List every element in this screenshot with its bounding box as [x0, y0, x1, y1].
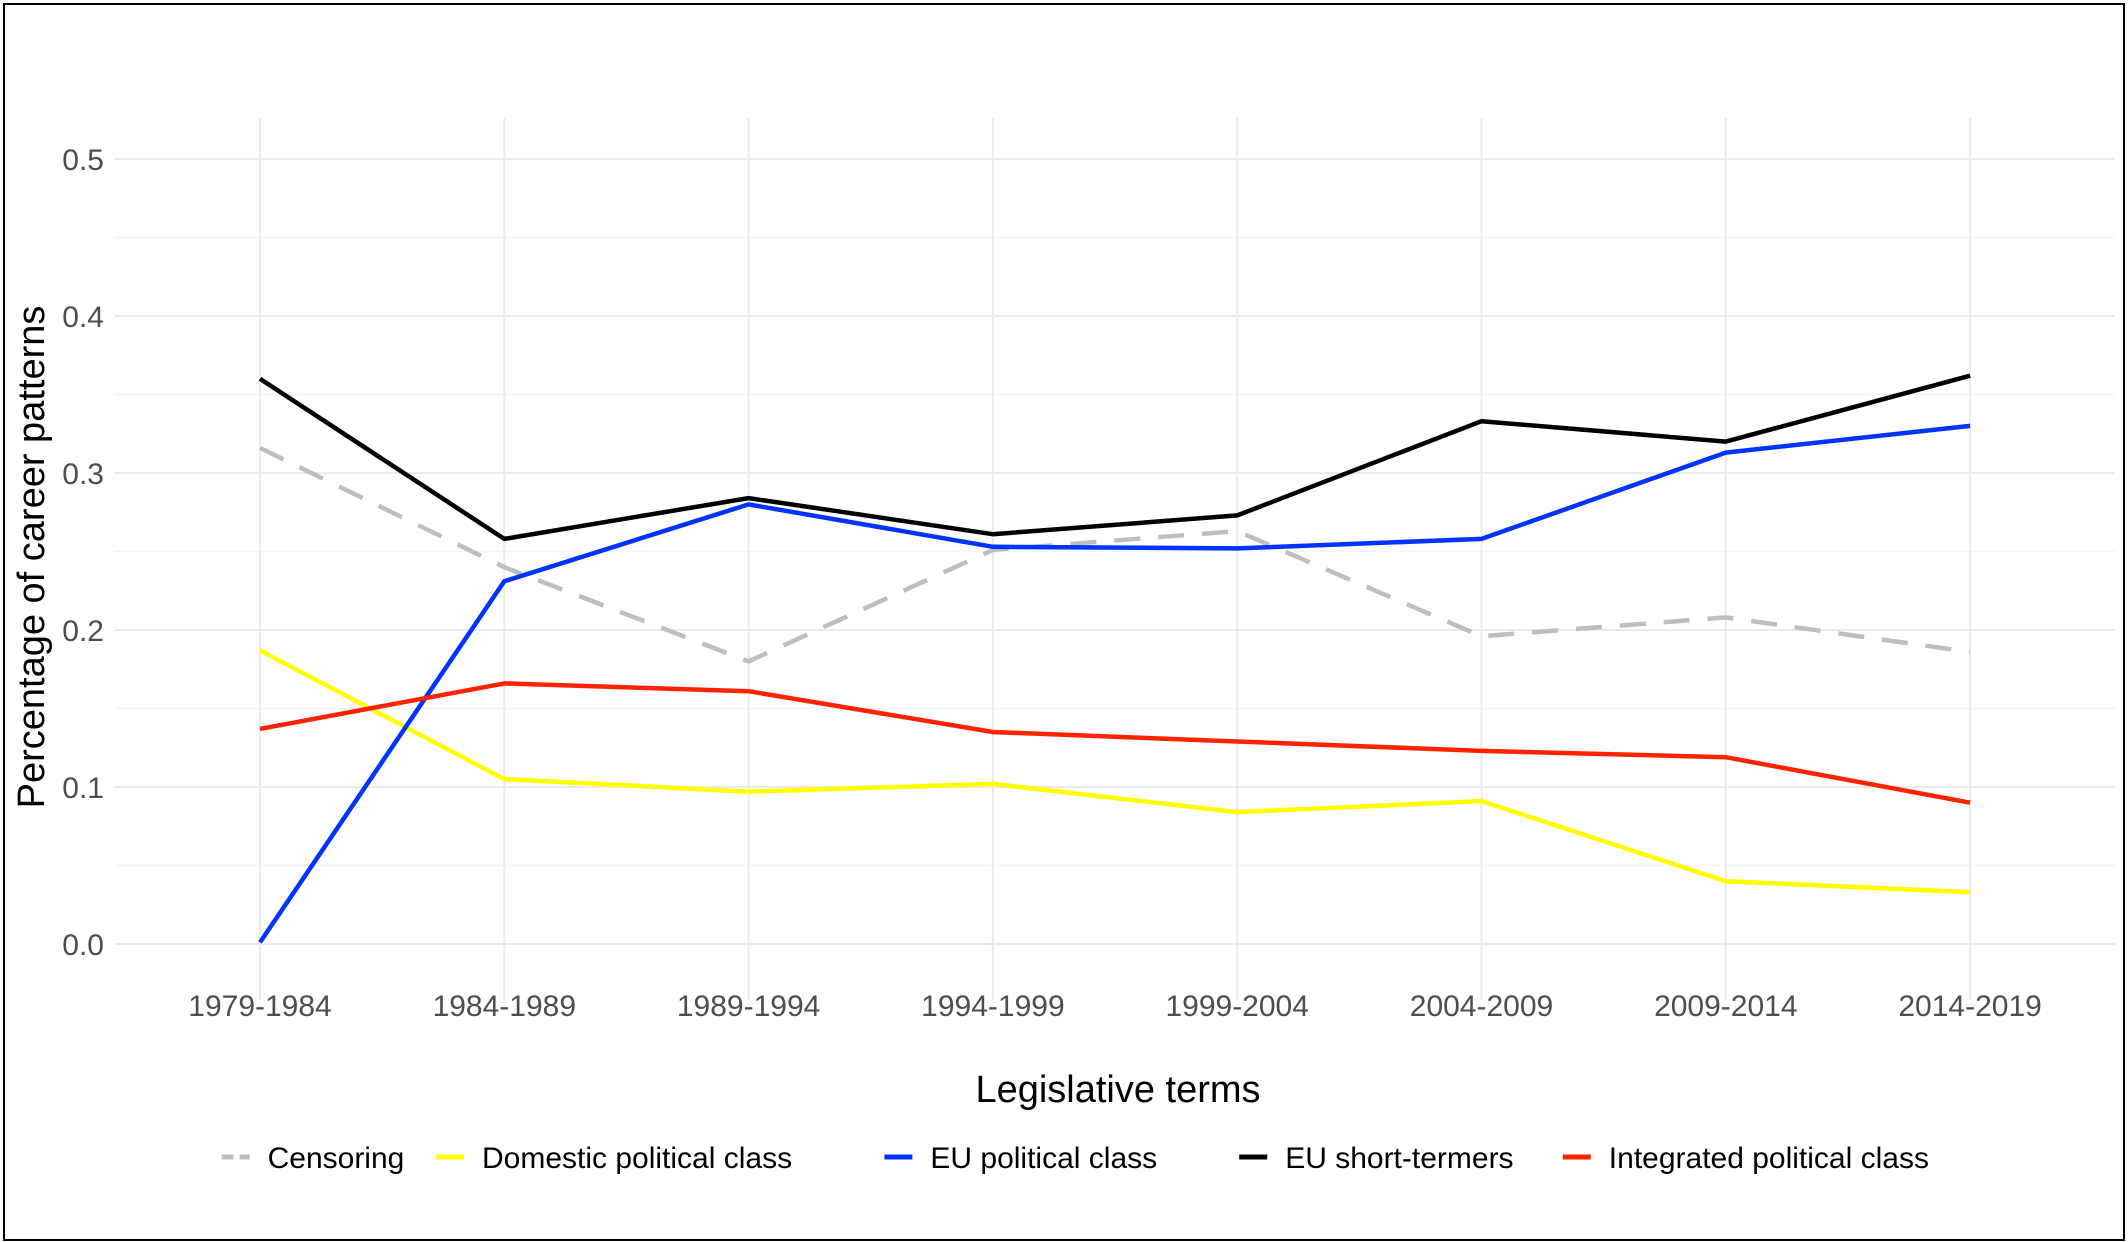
- x-tick-label: 1999-2004: [1165, 990, 1308, 1023]
- legend-label: Censoring: [268, 1142, 405, 1175]
- x-tick-label: 1989-1994: [677, 990, 820, 1023]
- x-tick-labels: 1979-1984 1984-1989 1989-1994 1994-1999 1999…: [188, 990, 2042, 1023]
- legend-label: Domestic political class: [482, 1142, 792, 1175]
- x-tick-label: 1984-1989: [433, 990, 576, 1023]
- legend-label: EU short-termers: [1285, 1142, 1513, 1175]
- x-tick-label: 2004-2009: [1410, 990, 1553, 1023]
- legend-label: Integrated political class: [1609, 1142, 1929, 1175]
- series-line-integrated-political-class: [259, 681, 1971, 805]
- series-lines: [258, 373, 1971, 944]
- y-tick-label: 0.2: [62, 615, 104, 648]
- x-tick-label: 1979-1984: [188, 990, 331, 1023]
- y-axis-title: Percentage of career patterns: [11, 306, 53, 809]
- y-tick-label: 0.1: [62, 772, 104, 805]
- y-tick-labels: 0.0 0.1 0.2 0.3 0.4 0.5: [62, 144, 104, 962]
- grid: [115, 118, 2115, 1000]
- x-tick-label: 2014-2019: [1898, 990, 2041, 1023]
- legend-label: EU political class: [930, 1142, 1157, 1175]
- series-line-eu-political-class: [258, 423, 1971, 944]
- y-tick-label: 0.0: [62, 929, 104, 962]
- y-tick-label: 0.5: [62, 144, 104, 177]
- x-tick-label: 2009-2014: [1654, 990, 1797, 1023]
- legend: Censoring Domestic political class EU poli…: [221, 1142, 1929, 1175]
- series-line-eu-short-termers: [258, 373, 1971, 542]
- series-line-censoring: [259, 445, 1971, 664]
- x-axis-title: Legislative terms: [975, 1069, 1260, 1111]
- y-tick-label: 0.4: [62, 301, 104, 334]
- x-tick-label: 1994-1999: [921, 990, 1064, 1023]
- series-line-domestic-political-class: [258, 648, 1971, 895]
- y-tick-label: 0.3: [62, 458, 104, 491]
